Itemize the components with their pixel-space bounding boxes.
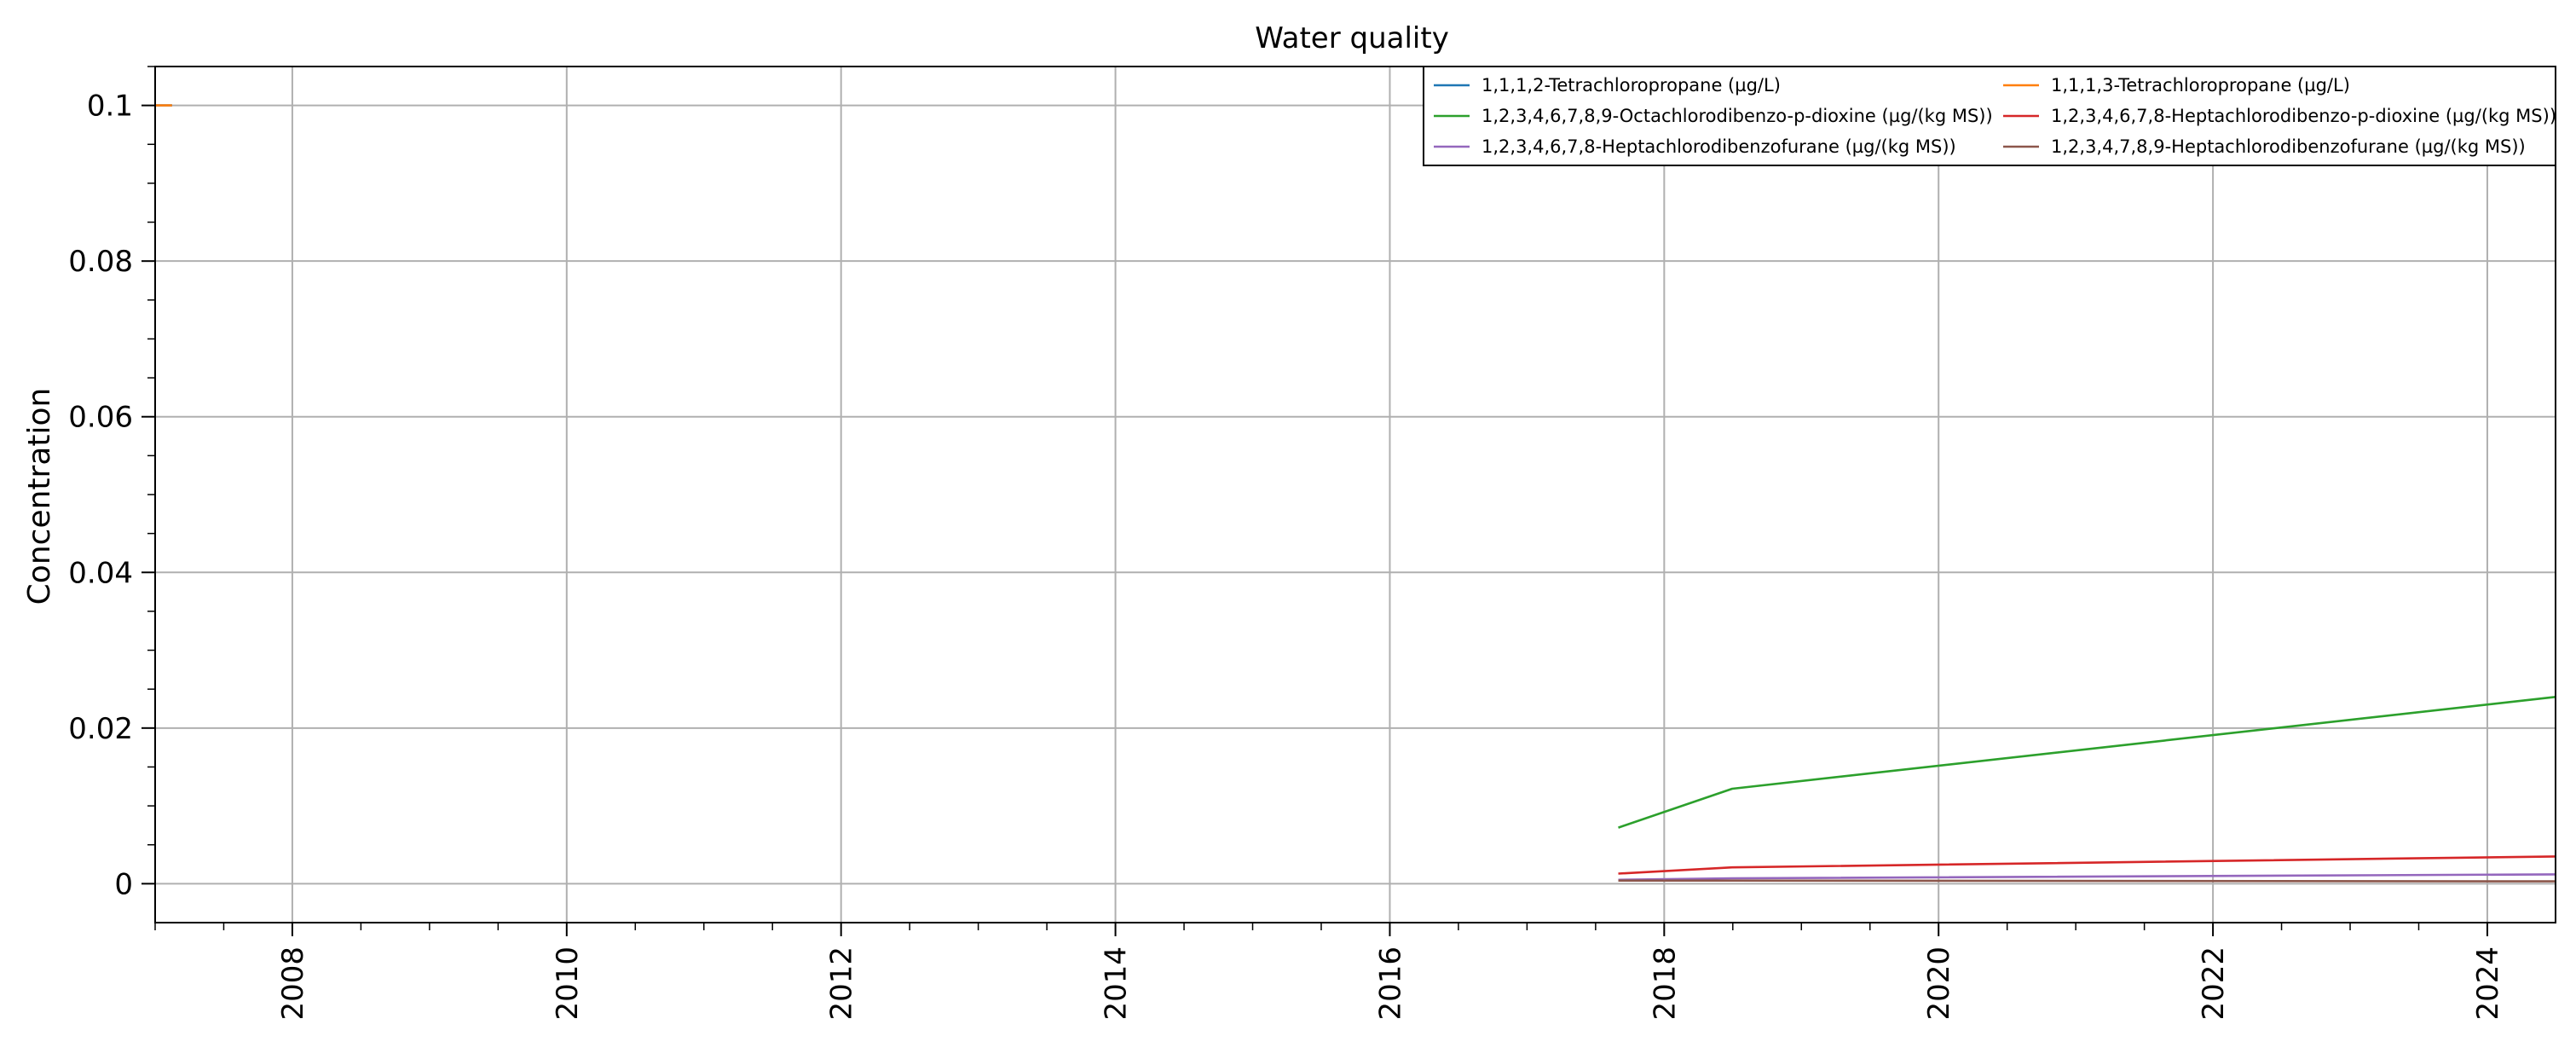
y-axis-label: Concentration [22,388,57,605]
x-tick-label: 2022 [2197,946,2231,1021]
y-tick-label: 0.1 [87,90,133,124]
minor-ticks [147,66,2420,930]
grid-lines [155,67,2556,923]
y-tick-label: 0.02 [68,712,133,746]
legend-label: 1,1,1,3-Tetrachloropropane (µg/L) [2051,75,2350,96]
x-tick-label: 2020 [1922,946,1956,1021]
legend-label: 1,2,3,4,6,7,8-Heptachlorodibenzofurane (… [1481,136,1956,157]
x-tick-label: 2014 [1100,946,1134,1021]
x-axis-ticks: 2008 2010 2012 2014 2016 2018 2020 2022 2024 [276,923,2505,1021]
y-tick-label: 0.04 [68,556,133,590]
series-line-4 [1618,855,2556,875]
plot-frame [154,66,2556,923]
x-tick-label: 2016 [1373,946,1407,1021]
series-line-6 [1618,879,2556,883]
y-tick-label: 0.08 [68,245,133,279]
series-line-3 [1618,696,2556,829]
chart-title: Water quality [1255,21,1449,55]
series-line-5 [1618,873,2556,882]
legend-label: 1,1,1,2-Tetrachloropropane (µg/L) [1481,75,1781,96]
x-tick-label: 2012 [825,946,859,1021]
series-layer [155,104,2556,883]
legend: 1,1,1,2-Tetrachloropropane (µg/L) 1,1,1,3… [1423,66,2556,166]
x-tick-label: 2010 [551,946,585,1021]
legend-box [1423,66,2556,166]
x-tick-label: 2024 [2471,946,2505,1021]
y-tick-label: 0.06 [68,401,133,435]
legend-label: 1,2,3,4,6,7,8-Heptachlorodibenzo-p-dioxi… [2051,106,2556,126]
y-axis-ticks: 0 0.02 0.04 0.06 0.08 0.1 [68,90,155,901]
x-tick-label: 2018 [1648,946,1682,1021]
x-tick-label: 2008 [276,946,310,1021]
y-tick-label: 0 [114,867,133,901]
legend-label: 1,2,3,4,6,7,8,9-Octachlorodibenzo-p-diox… [1481,106,1993,126]
legend-label: 1,2,3,4,7,8,9-Heptachlorodibenzofurane (… [2051,136,2526,157]
